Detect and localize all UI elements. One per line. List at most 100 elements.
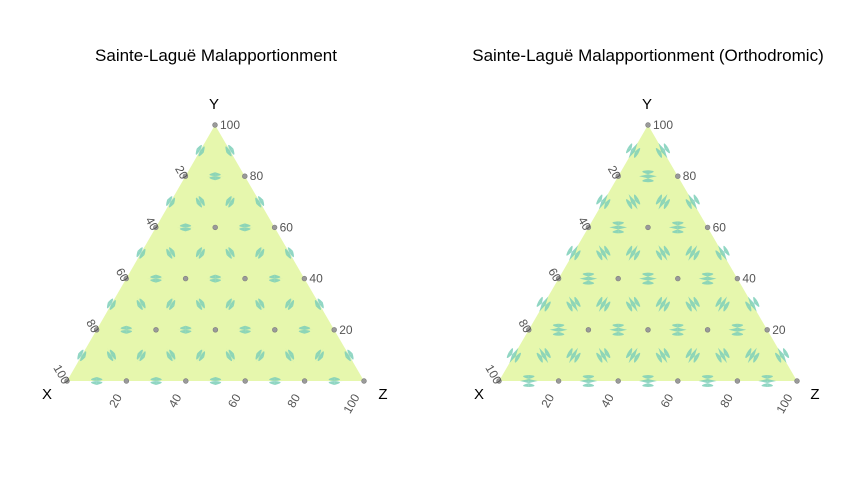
region-boundary <box>582 375 598 387</box>
lattice-point <box>331 327 337 333</box>
region-boundary <box>672 221 687 234</box>
region-boundary <box>255 296 265 310</box>
region-boundary <box>176 223 192 232</box>
lattice-point <box>555 378 562 384</box>
corner-label-y: Y <box>642 96 652 113</box>
region-boundary <box>266 377 281 385</box>
region-boundary <box>166 247 176 261</box>
region-boundary <box>176 325 192 334</box>
region-boundary <box>745 296 758 312</box>
region-boundary <box>747 296 760 312</box>
panel-title: Sainte-Laguë Malapportionment (Orthodrom… <box>472 46 824 65</box>
region-boundary <box>225 298 235 312</box>
region-boundary <box>701 375 717 387</box>
region-boundary <box>538 296 551 312</box>
region-boundary <box>627 194 641 210</box>
region-boundary <box>196 298 205 312</box>
region-boundary <box>536 348 549 364</box>
region-boundary <box>209 274 225 283</box>
region-boundary <box>698 272 714 285</box>
region-boundary <box>687 348 700 364</box>
region-boundary <box>685 194 698 210</box>
region-boundary <box>625 296 639 312</box>
region-boundary <box>285 298 295 312</box>
tick-label-right: 40 <box>309 272 323 286</box>
lattice-point <box>794 378 800 384</box>
region-boundary <box>285 347 295 362</box>
region-boundary <box>627 143 641 159</box>
region-boundary <box>225 194 235 208</box>
region-boundary <box>195 142 205 157</box>
tick-label-left: 100 <box>482 362 504 387</box>
region-boundary <box>179 223 195 232</box>
region-boundary <box>506 347 520 363</box>
region-boundary <box>179 325 195 334</box>
region-boundary <box>225 296 235 310</box>
lattice-point <box>301 275 308 282</box>
region-boundary <box>579 272 595 285</box>
region-boundary <box>314 296 324 310</box>
lattice-point <box>555 275 562 282</box>
region-boundary <box>747 348 760 364</box>
tick-label-bottom: 40 <box>166 391 185 410</box>
region-boundary <box>715 296 728 312</box>
region-boundary <box>255 194 265 208</box>
tick-label-bottom: 60 <box>658 391 677 410</box>
region-boundary <box>209 172 224 181</box>
region-boundary <box>642 272 657 285</box>
region-boundary <box>195 194 205 208</box>
region-boundary <box>566 347 579 363</box>
region-boundary <box>596 194 609 210</box>
tick-label-bottom: 100 <box>340 391 362 416</box>
region-boundary <box>655 245 669 261</box>
region-boundary <box>206 377 222 385</box>
region-boundary <box>657 142 671 158</box>
lattice-point <box>242 378 248 384</box>
tick-label-left: 40 <box>143 214 162 233</box>
region-boundary <box>685 296 698 312</box>
region-boundary <box>552 323 568 336</box>
lattice-point <box>182 173 189 179</box>
region-boundary <box>315 349 324 364</box>
region-boundary <box>627 245 641 261</box>
lattice-point <box>675 173 681 179</box>
region-boundary <box>625 347 639 363</box>
region-boundary <box>225 347 235 362</box>
lattice-point <box>704 327 711 333</box>
lattice-point <box>242 275 248 282</box>
lattice-points <box>496 122 800 384</box>
region-boundary <box>687 296 700 312</box>
corner-label-x: X <box>42 386 52 403</box>
tick-label-bottom: 40 <box>598 391 617 410</box>
region-boundary <box>87 377 103 385</box>
region-boundary <box>668 221 684 234</box>
region-boundary <box>136 247 146 261</box>
region-boundary <box>285 247 294 261</box>
region-boundary <box>196 247 205 261</box>
lattice-point <box>182 275 189 282</box>
region-boundary <box>655 194 669 210</box>
lattice-point <box>153 327 159 333</box>
lattice-point <box>301 378 308 384</box>
region-boundary <box>731 323 747 336</box>
lattice-point <box>123 275 129 282</box>
region-boundary <box>582 272 598 285</box>
ternary-panel-left: Sainte-Laguë Malapportionment 20 20 20 40 40… <box>42 46 388 416</box>
region-boundary <box>687 245 700 261</box>
region-boundary <box>136 349 146 364</box>
region-boundary <box>566 296 579 312</box>
region-boundary <box>685 245 698 261</box>
region-boundary <box>269 377 284 385</box>
region-boundary <box>196 349 206 364</box>
region-boundary <box>150 274 165 283</box>
region-boundary <box>195 245 205 259</box>
region-boundary <box>117 325 133 334</box>
region-boundary <box>295 325 311 334</box>
region-boundary <box>255 349 265 364</box>
region-boundary <box>598 347 611 363</box>
region-boundary <box>328 377 344 385</box>
region-boundaries <box>77 142 354 385</box>
region-boundary <box>598 245 611 261</box>
region-boundary <box>596 296 609 312</box>
